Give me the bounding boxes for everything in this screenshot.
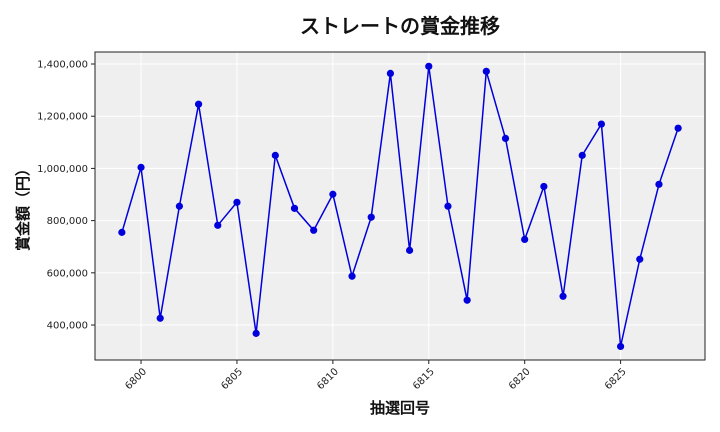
data-markers: [118, 62, 682, 351]
x-tick-label: 6805: [219, 366, 245, 392]
data-point: [674, 124, 682, 132]
x-axis: 6800 6805 6810 6815 6820 6825: [123, 360, 629, 392]
data-point: [367, 213, 375, 221]
data-point: [386, 69, 395, 78]
grid-lines: [95, 52, 705, 360]
data-point: [310, 226, 318, 234]
data-point: [616, 342, 625, 351]
data-point: [425, 62, 433, 70]
data-point: [348, 272, 356, 280]
data-point: [463, 296, 471, 304]
chart-title: ストレートの賞金推移: [300, 14, 500, 38]
data-point: [118, 228, 126, 236]
data-point: [521, 235, 529, 244]
y-axis: 400,000 600,000 800,000 1,000,000 1,200,000 1…: [37, 60, 95, 332]
x-tick-label: 6810: [315, 366, 341, 392]
data-point: [578, 151, 586, 159]
data-point: [214, 221, 222, 229]
data-point: [233, 198, 241, 206]
data-point: [329, 190, 337, 198]
data-point: [501, 134, 510, 142]
x-tick-label: 6820: [507, 366, 533, 392]
data-line: [121, 66, 679, 347]
data-point: [290, 204, 299, 212]
plot-area: [95, 52, 705, 360]
data-point: [636, 255, 644, 263]
data-point: [482, 67, 490, 75]
y-tick-label: 1,200,000: [37, 112, 88, 123]
data-point: [156, 314, 164, 322]
x-tick-label: 6825: [603, 366, 629, 392]
data-point: [597, 120, 606, 128]
y-tick-label: 1,400,000: [37, 60, 88, 71]
y-tick-label: 400,000: [47, 321, 88, 332]
data-point: [405, 246, 414, 254]
data-point: [655, 180, 663, 188]
data-point: [540, 182, 548, 191]
y-tick-label: 600,000: [47, 268, 88, 279]
y-tick-label: 1,000,000: [37, 164, 88, 175]
plot-frame: [94, 51, 706, 361]
x-tick-label: 6800: [123, 366, 149, 392]
data-point: [137, 163, 145, 171]
y-tick-label: 800,000: [47, 216, 88, 227]
data-point: [175, 202, 184, 210]
data-point: [444, 202, 452, 210]
x-axis-label: 抽選回号: [370, 399, 430, 417]
data-point: [559, 292, 567, 300]
data-point: [271, 151, 279, 159]
data-point: [194, 100, 203, 108]
y-axis-label: 賞金額（円）: [14, 161, 32, 251]
x-tick-label: 6815: [411, 366, 437, 392]
data-point: [252, 329, 260, 337]
